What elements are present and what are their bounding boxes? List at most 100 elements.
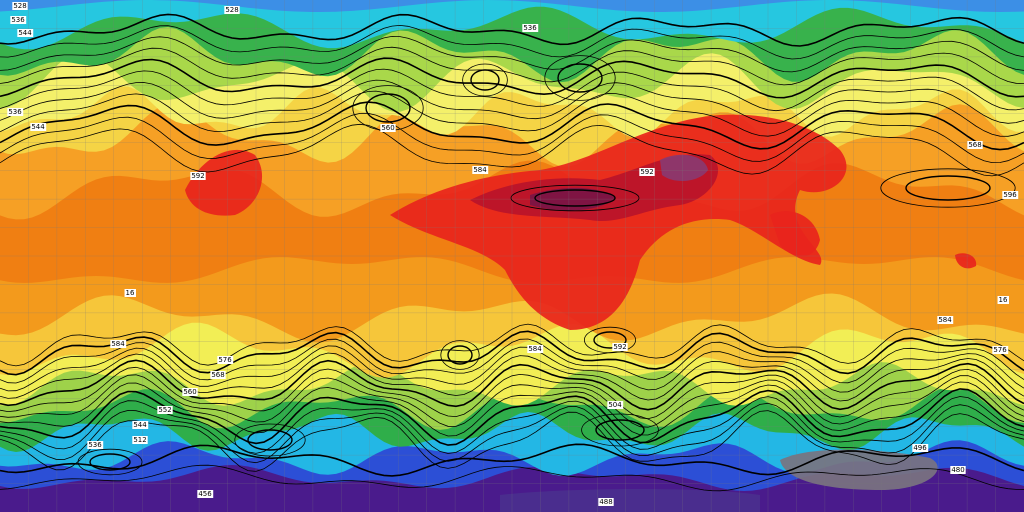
- contour-line: [0, 366, 1024, 420]
- shading-blob: [390, 114, 847, 330]
- shading-blob: [770, 211, 820, 257]
- contour-line: [0, 90, 1024, 137]
- contour-label: 536: [523, 24, 537, 32]
- shading-blob: [500, 488, 760, 512]
- contour-ring: [89, 453, 131, 471]
- label-box: [639, 168, 655, 176]
- contour-line: [0, 464, 1024, 492]
- contour-label: 16: [126, 289, 135, 297]
- label-box: [472, 166, 489, 174]
- contour-ring: [510, 184, 640, 212]
- contour-label: 16: [999, 296, 1008, 304]
- contour-ring: [581, 413, 659, 447]
- contour-ring: [534, 189, 616, 207]
- contour-label: 544: [31, 123, 45, 131]
- label-box: [380, 124, 396, 132]
- contour-line: [0, 381, 1024, 437]
- contour-ring: [595, 419, 645, 441]
- contour-ring: [593, 331, 627, 349]
- label-box: [992, 346, 1009, 354]
- shading-blob: [780, 449, 938, 490]
- contour-label: 568: [211, 371, 224, 379]
- contour-label: 584: [111, 340, 125, 348]
- label-box: [10, 16, 27, 24]
- contour-label: 592: [191, 172, 204, 180]
- label-box: [612, 343, 628, 351]
- shading-blob: [955, 253, 977, 269]
- contour-line: [0, 112, 1024, 164]
- label-box: [197, 490, 214, 498]
- label-box: [7, 108, 24, 116]
- contour-label: 544: [18, 29, 32, 37]
- shading-blob: [660, 154, 708, 182]
- contour-label: 528: [13, 2, 26, 10]
- contour-label: 488: [599, 498, 612, 506]
- label-box: [210, 371, 226, 379]
- contour-label: 512: [133, 436, 146, 444]
- contour-line: [0, 402, 1024, 464]
- contour-line: [0, 374, 1024, 428]
- contour-label: 584: [473, 166, 487, 174]
- label-box: [132, 436, 148, 444]
- contour-ring: [880, 168, 1016, 208]
- contour-label: 504: [608, 401, 622, 409]
- label-box: [110, 340, 127, 348]
- contour-label: 536: [8, 108, 22, 116]
- contour-ring: [447, 345, 473, 365]
- contour-label: 536: [11, 16, 25, 24]
- contour-ring: [557, 63, 603, 93]
- label-box: [157, 406, 173, 414]
- contour-line: [0, 410, 1024, 472]
- label-box: [87, 441, 104, 449]
- contour-label: 592: [640, 168, 653, 176]
- label-box: [527, 345, 544, 353]
- height-contours: [0, 13, 1024, 492]
- label-box: [598, 498, 614, 506]
- contour-ring: [470, 69, 500, 91]
- label-box: [124, 289, 136, 297]
- label-box: [132, 421, 149, 429]
- contour-label: 576: [218, 356, 232, 364]
- contour-line: [0, 35, 1024, 73]
- contour-label: 544: [133, 421, 147, 429]
- contour-label: 456: [198, 490, 212, 498]
- label-box: [912, 444, 929, 452]
- contour-line: [0, 68, 1024, 112]
- contour-line: [0, 338, 1024, 384]
- contour-ring: [462, 63, 508, 97]
- contour-line: [0, 345, 1024, 393]
- contour-line: [0, 46, 1024, 86]
- contour-line: [0, 352, 1024, 402]
- contour-line: [0, 123, 1024, 177]
- label-box: [950, 466, 966, 474]
- contour-ring: [544, 55, 616, 101]
- contour-ring: [365, 93, 411, 123]
- label-box: [937, 316, 954, 324]
- contour-line: [0, 443, 1024, 477]
- contour-ring: [440, 340, 480, 370]
- contour-label: 592: [613, 343, 626, 351]
- contour-ring: [247, 429, 293, 451]
- contour-line: [0, 24, 1024, 60]
- label-box: [12, 2, 28, 10]
- contour-ring: [77, 448, 143, 476]
- label-box: [522, 24, 539, 32]
- contour-line: [0, 396, 1024, 454]
- contour-label: 576: [993, 346, 1007, 354]
- contour-line: [0, 13, 1024, 47]
- contour-label: 560: [183, 388, 196, 396]
- contour-line: [0, 359, 1024, 411]
- contour-line: [0, 79, 1024, 124]
- label-box: [967, 141, 983, 149]
- contour-label: 584: [528, 345, 542, 353]
- contour-labels: 528 536 544 528 536 544 592 584 592 596 …: [7, 2, 1019, 506]
- contour-label: 528: [225, 6, 238, 14]
- contour-ring: [584, 326, 637, 354]
- label-box: [30, 123, 47, 131]
- contour-line: [0, 101, 1024, 151]
- label-box: [224, 6, 240, 14]
- label-box: [17, 29, 34, 37]
- contour-label: 584: [938, 316, 952, 324]
- contour-label: 480: [951, 466, 964, 474]
